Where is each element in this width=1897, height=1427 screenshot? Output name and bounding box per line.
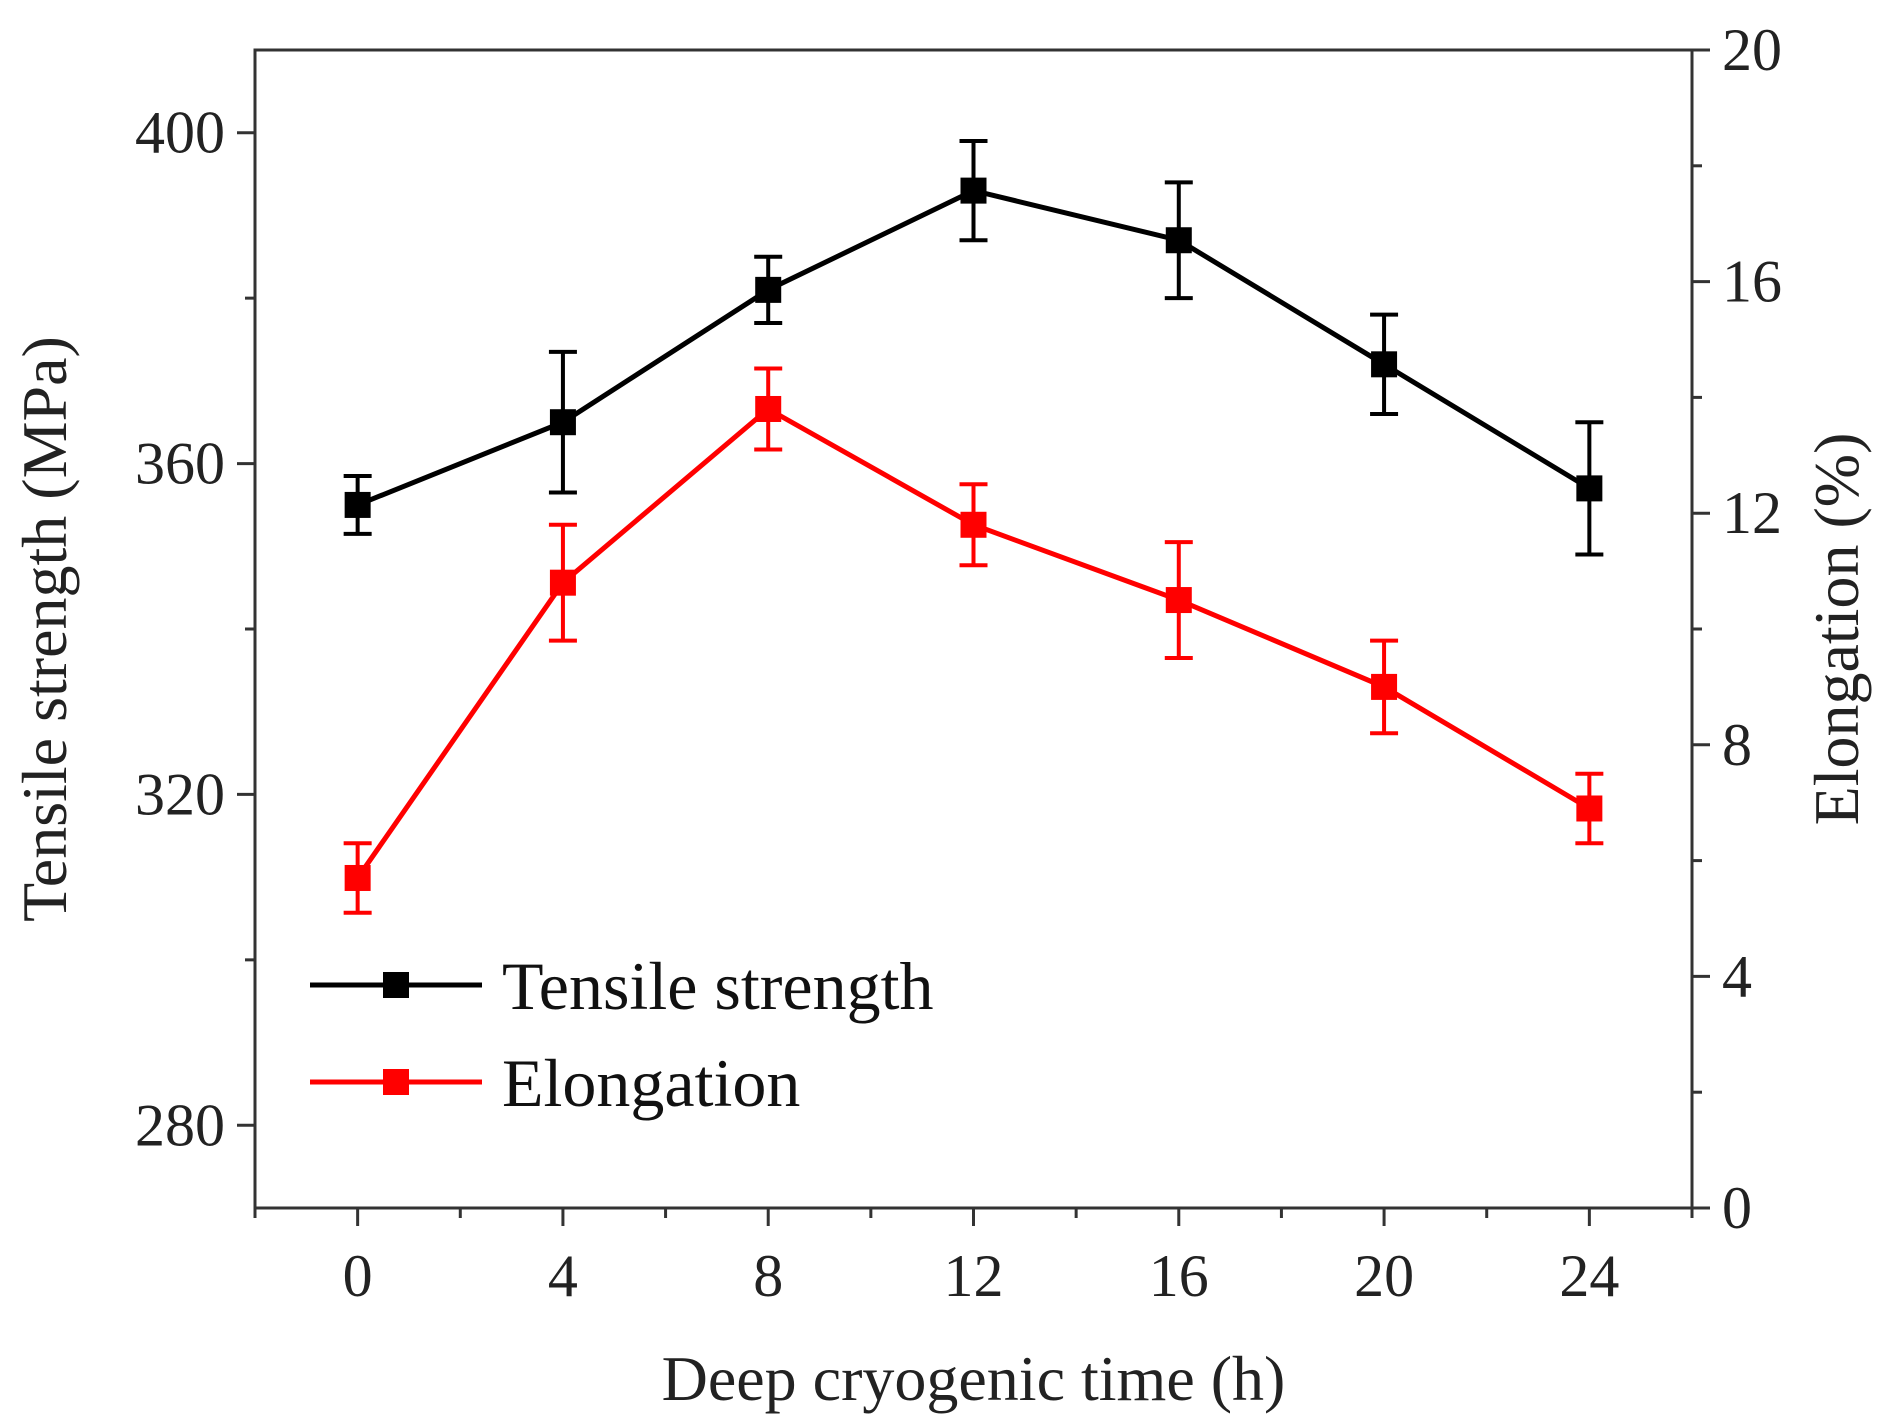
data-point [549, 409, 576, 436]
y-tick-label: 400 [135, 100, 225, 166]
y-tick-label: 320 [135, 761, 225, 827]
data-point [1576, 795, 1603, 822]
data-point [1576, 475, 1603, 502]
data-point [1165, 227, 1192, 254]
data-point [960, 511, 987, 538]
series-line [355, 405, 1591, 880]
data-point [755, 276, 782, 303]
x-tick-label: 0 [343, 1243, 373, 1309]
y2-tick-label: 0 [1722, 1175, 1752, 1241]
x-axis-title: Deep cryogenic time (h) [662, 1343, 1286, 1414]
y2-tick-label: 20 [1722, 17, 1782, 83]
x-tick-label: 20 [1354, 1243, 1414, 1309]
y2-tick-label: 12 [1722, 480, 1782, 546]
series-elongation [343, 366, 1604, 915]
y-tick-label: 360 [135, 431, 225, 497]
data-point [1165, 587, 1192, 614]
y2-tick-label: 4 [1722, 943, 1752, 1009]
data-point [549, 569, 576, 596]
data-point [960, 177, 987, 204]
data-point [1371, 673, 1398, 700]
y2-tick-label: 16 [1722, 249, 1782, 315]
x-tick-label: 12 [944, 1243, 1004, 1309]
data-point [344, 491, 371, 518]
series-layer [343, 138, 1604, 915]
data-point [344, 864, 371, 891]
y2-axis-title: Elongation (%) [1801, 433, 1872, 826]
y-axis-title: Tensile strength (MPa) [9, 336, 80, 922]
legend: Tensile strength Elongation [310, 948, 933, 1121]
x-tick-label: 8 [753, 1243, 783, 1309]
x-tick-label: 24 [1559, 1243, 1619, 1309]
data-point [1371, 351, 1398, 378]
y2-tick-label: 8 [1722, 712, 1752, 778]
legend-marker [383, 1069, 409, 1095]
y-tick-label: 280 [135, 1092, 225, 1158]
axis-ticks: 0 4 8 12 16 20 24 280 320 360 400 0 4 8 12 16 20 [135, 17, 1782, 1309]
legend-label: Elongation [502, 1045, 800, 1121]
legend-label: Tensile strength [502, 948, 933, 1024]
data-point [755, 395, 782, 422]
x-tick-label: 4 [548, 1243, 578, 1309]
series-tensile-strength [343, 138, 1604, 557]
x-tick-label: 16 [1149, 1243, 1209, 1309]
legend-marker [383, 972, 409, 998]
